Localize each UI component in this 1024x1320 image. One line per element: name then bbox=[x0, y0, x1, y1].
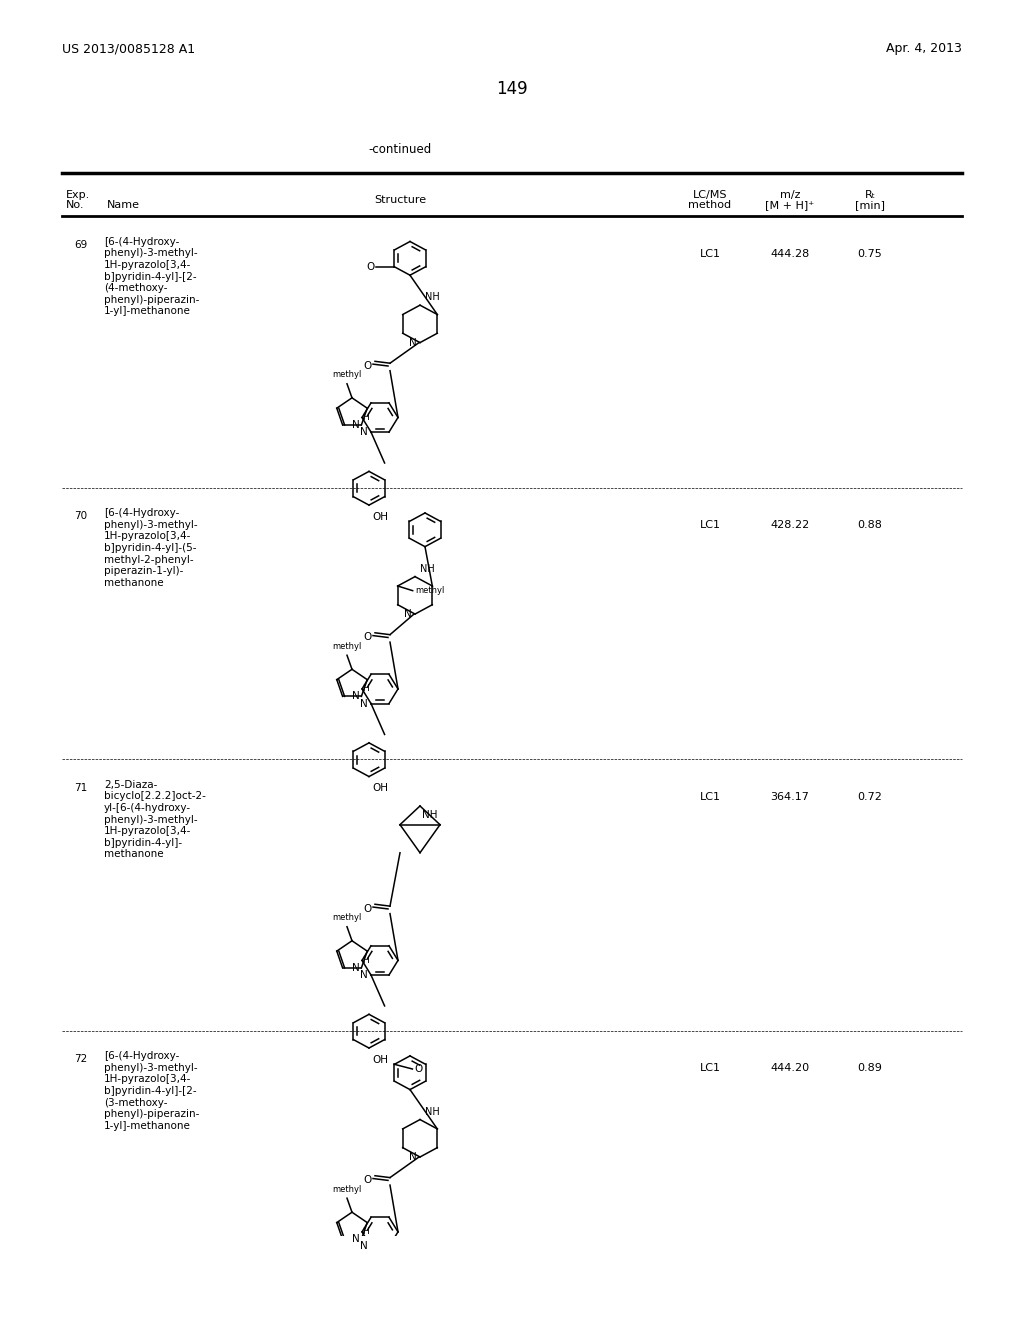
Text: LC1: LC1 bbox=[699, 1064, 721, 1073]
Text: OH: OH bbox=[372, 783, 388, 793]
Text: O: O bbox=[362, 360, 371, 371]
Text: 444.20: 444.20 bbox=[770, 1064, 810, 1073]
Text: N: N bbox=[410, 338, 417, 347]
Text: N: N bbox=[360, 970, 368, 979]
Text: N: N bbox=[351, 1234, 359, 1245]
Text: 0.88: 0.88 bbox=[857, 520, 883, 531]
Text: OH: OH bbox=[372, 1055, 388, 1064]
Text: H: H bbox=[361, 684, 369, 693]
Text: N: N bbox=[351, 692, 359, 701]
Text: H: H bbox=[361, 956, 369, 965]
Text: O: O bbox=[362, 1175, 371, 1185]
Text: O: O bbox=[362, 904, 371, 913]
Text: 444.28: 444.28 bbox=[770, 249, 810, 259]
Text: method: method bbox=[688, 201, 731, 210]
Text: NH: NH bbox=[422, 810, 437, 820]
Text: 71: 71 bbox=[74, 783, 87, 792]
Text: LC1: LC1 bbox=[699, 520, 721, 531]
Text: 69: 69 bbox=[74, 240, 87, 249]
Text: US 2013/0085128 A1: US 2013/0085128 A1 bbox=[62, 42, 196, 55]
Text: 2,5-Diaza-
bicyclo[2.2.2]oct-2-
yl-[6-(4-hydroxy-
phenyl)-3-methyl-
1H-pyrazolo[: 2,5-Diaza- bicyclo[2.2.2]oct-2- yl-[6-(4… bbox=[104, 780, 206, 859]
Text: [6-(4-Hydroxy-
phenyl)-3-methyl-
1H-pyrazolo[3,4-
b]pyridin-4-yl]-[2-
(3-methoxy: [6-(4-Hydroxy- phenyl)-3-methyl- 1H-pyra… bbox=[104, 1051, 200, 1131]
Text: No.: No. bbox=[66, 201, 85, 210]
Text: 0.75: 0.75 bbox=[858, 249, 883, 259]
Text: OH: OH bbox=[372, 512, 388, 521]
Text: [6-(4-Hydroxy-
phenyl)-3-methyl-
1H-pyrazolo[3,4-
b]pyridin-4-yl]-[2-
(4-methoxy: [6-(4-Hydroxy- phenyl)-3-methyl- 1H-pyra… bbox=[104, 236, 200, 317]
Text: 72: 72 bbox=[74, 1055, 87, 1064]
Text: [min]: [min] bbox=[855, 201, 885, 210]
Text: m/z: m/z bbox=[779, 190, 800, 201]
Text: N: N bbox=[404, 609, 412, 619]
Text: methyl: methyl bbox=[333, 913, 361, 923]
Text: methyl: methyl bbox=[333, 370, 361, 379]
Text: 70: 70 bbox=[74, 511, 87, 521]
Text: Exp.: Exp. bbox=[66, 190, 90, 201]
Text: -continued: -continued bbox=[369, 144, 432, 156]
Text: NH: NH bbox=[420, 564, 435, 574]
Text: LC1: LC1 bbox=[699, 792, 721, 803]
Text: 0.72: 0.72 bbox=[857, 792, 883, 803]
Text: NH: NH bbox=[425, 292, 439, 302]
Text: N: N bbox=[360, 698, 368, 709]
Text: 364.17: 364.17 bbox=[771, 792, 809, 803]
Text: LC1: LC1 bbox=[699, 249, 721, 259]
Text: N: N bbox=[360, 1242, 368, 1251]
Text: H: H bbox=[361, 413, 369, 422]
Text: methyl: methyl bbox=[333, 1184, 361, 1193]
Text: [M + H]⁺: [M + H]⁺ bbox=[765, 201, 814, 210]
Text: 0.89: 0.89 bbox=[857, 1064, 883, 1073]
Text: O: O bbox=[367, 261, 375, 272]
Text: methyl: methyl bbox=[416, 586, 445, 595]
Text: N: N bbox=[351, 420, 359, 430]
Text: Apr. 4, 2013: Apr. 4, 2013 bbox=[886, 42, 962, 55]
Text: O: O bbox=[415, 1064, 423, 1074]
Text: Name: Name bbox=[106, 201, 140, 210]
Text: O: O bbox=[362, 632, 371, 643]
Text: 428.22: 428.22 bbox=[770, 520, 810, 531]
Text: LC/MS: LC/MS bbox=[693, 190, 727, 201]
Text: 149: 149 bbox=[497, 81, 527, 98]
Text: NH: NH bbox=[425, 1106, 439, 1117]
Text: [6-(4-Hydroxy-
phenyl)-3-methyl-
1H-pyrazolo[3,4-
b]pyridin-4-yl]-(5-
methyl-2-p: [6-(4-Hydroxy- phenyl)-3-methyl- 1H-pyra… bbox=[104, 508, 198, 587]
Text: Structure: Structure bbox=[374, 195, 426, 205]
Text: H: H bbox=[361, 1228, 369, 1237]
Text: N: N bbox=[360, 428, 368, 437]
Text: Rₜ: Rₜ bbox=[864, 190, 876, 201]
Text: N: N bbox=[351, 962, 359, 973]
Text: N: N bbox=[410, 1152, 417, 1162]
Text: methyl: methyl bbox=[333, 642, 361, 651]
